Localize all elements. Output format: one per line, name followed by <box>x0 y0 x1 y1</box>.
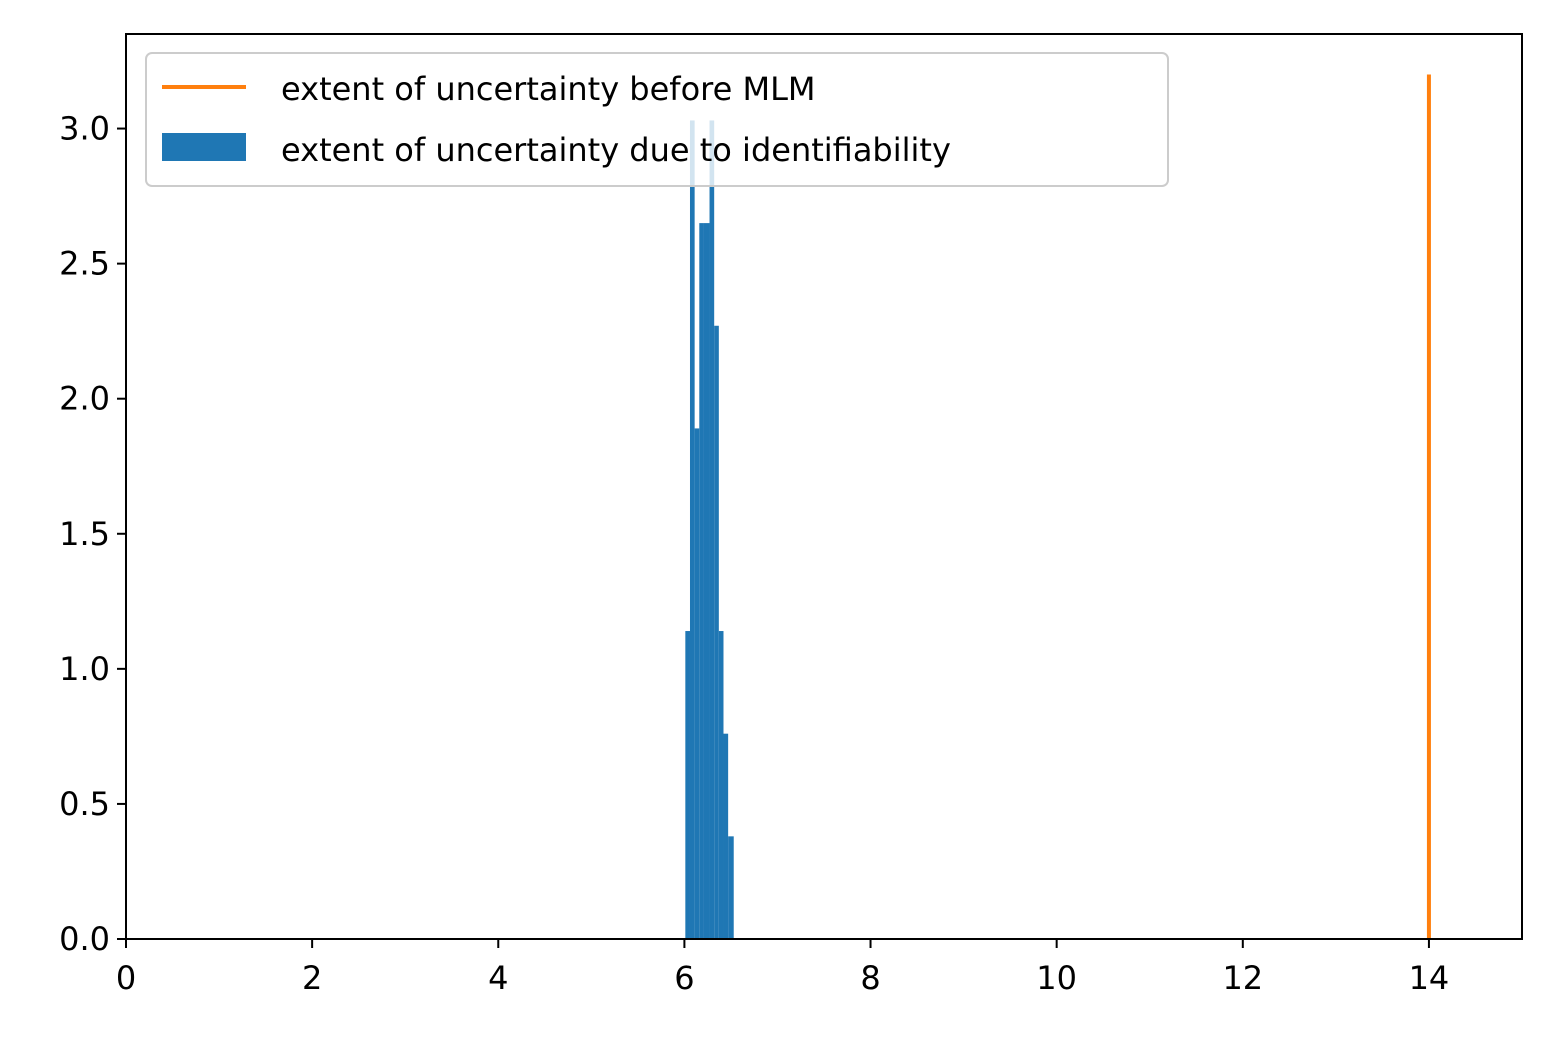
histogram-bar <box>714 325 719 939</box>
histogram-bar <box>718 631 724 939</box>
x-tick-label: 0 <box>116 959 136 997</box>
legend-label: extent of uncertainty due to identifiabi… <box>281 131 951 169</box>
histogram-bar <box>703 223 710 939</box>
histogram-bar <box>728 836 734 939</box>
legend-box <box>145 52 1169 187</box>
x-tick-label: 4 <box>488 959 508 997</box>
histogram-bar <box>723 733 729 939</box>
x-tick-label: 10 <box>1036 959 1077 997</box>
y-tick-label: 2.0 <box>59 380 110 418</box>
histogram-bars <box>685 120 734 940</box>
y-tick-label: 3.0 <box>59 110 110 148</box>
legend-label: extent of uncertainty before MLM <box>281 70 816 108</box>
y-tick-label: 2.5 <box>59 245 110 283</box>
histogram-bar <box>709 120 715 940</box>
y-axis: 0.0 0.5 1.0 1.5 2.0 2.5 3.0 <box>59 110 126 958</box>
y-tick-label: 0.0 <box>59 920 110 958</box>
legend-bar-swatch <box>162 133 246 161</box>
x-axis: 0 2 4 6 8 10 12 14 <box>116 939 1449 997</box>
x-tick-label: 12 <box>1222 959 1263 997</box>
histogram-bar <box>689 120 695 940</box>
y-tick-label: 1.5 <box>59 515 110 553</box>
histogram-bar <box>685 631 690 939</box>
histogram-bar <box>699 223 704 939</box>
x-tick-label: 14 <box>1409 959 1450 997</box>
plot-area-frame <box>125 33 1523 940</box>
x-tick-label: 8 <box>860 959 880 997</box>
histogram-bar <box>694 428 700 939</box>
x-tick-label: 2 <box>302 959 322 997</box>
y-tick-label: 1.0 <box>59 650 110 688</box>
legend: extent of uncertainty before MLM extent o… <box>145 52 1169 187</box>
y-tick-label: 0.5 <box>59 785 110 823</box>
x-tick-label: 6 <box>674 959 694 997</box>
